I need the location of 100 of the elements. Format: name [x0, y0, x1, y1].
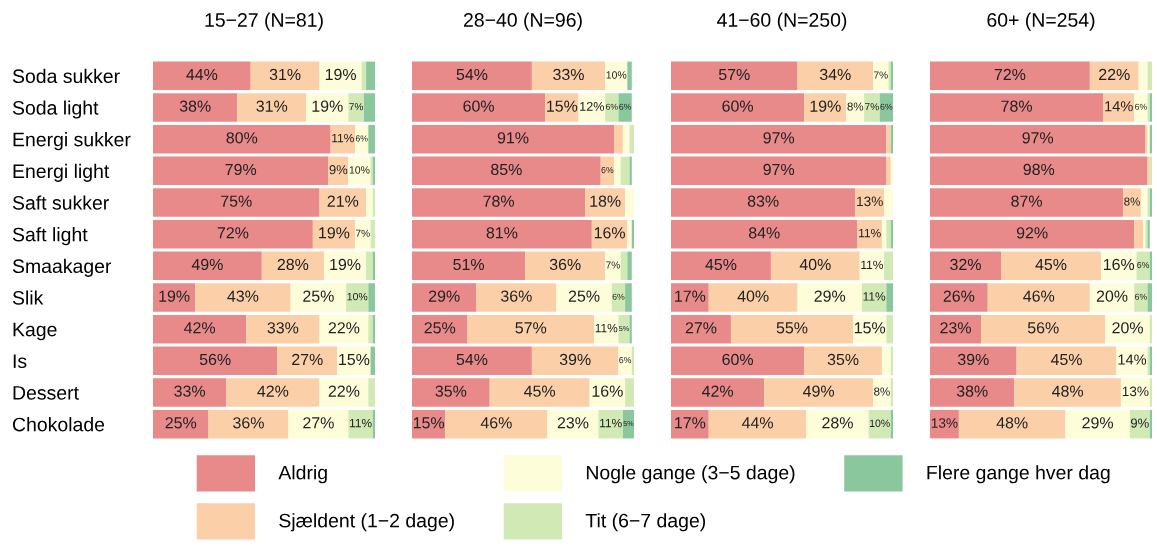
bar [671, 124, 887, 154]
data-label: 40% [799, 258, 831, 271]
bar [306, 93, 349, 122]
bar [547, 409, 599, 439]
bar [884, 251, 893, 281]
data-label: 10% [869, 419, 890, 427]
data-label: 10% [347, 292, 368, 301]
bar [671, 93, 805, 122]
data-label: 45% [705, 258, 737, 271]
bar [153, 156, 329, 186]
data-label: 83% [747, 195, 779, 207]
bar [627, 61, 632, 91]
bar [1149, 378, 1152, 407]
bar [412, 346, 532, 376]
bar [1134, 93, 1148, 122]
bar [290, 283, 347, 312]
bar [855, 188, 885, 217]
data-label: 40% [737, 290, 769, 302]
data-label: 91% [497, 132, 529, 144]
data-label: 43% [227, 290, 259, 302]
chart-title: 41−60 (N=250) [717, 12, 847, 31]
bar [625, 283, 632, 312]
bar [412, 219, 592, 249]
bar [708, 409, 807, 439]
bar [153, 251, 262, 281]
bar [1138, 61, 1148, 91]
bar [412, 124, 615, 154]
y-tick-label: Slik [12, 290, 44, 305]
data-label: 23% [557, 417, 589, 429]
data-label: 11% [859, 228, 881, 238]
data-label: 22% [328, 322, 360, 334]
bar [618, 93, 632, 122]
bar [319, 378, 369, 407]
bar [671, 314, 731, 344]
bar [412, 251, 526, 281]
data-label: 87% [1011, 195, 1042, 207]
bar [600, 156, 615, 186]
data-label: 27% [292, 353, 323, 366]
bar [1116, 346, 1148, 376]
bar [868, 409, 891, 439]
data-label: 92% [1016, 227, 1048, 239]
bar [627, 219, 632, 249]
bar [846, 93, 865, 122]
legend-label: Nogle gange (3−5 dage) [586, 465, 795, 484]
data-label: 78% [483, 195, 514, 207]
bar [208, 409, 289, 439]
data-label: 11% [600, 418, 622, 428]
bar [890, 378, 893, 407]
y-tick-label: Kage [13, 322, 57, 341]
bar [884, 188, 893, 217]
data-label: 16% [594, 227, 625, 239]
bar [250, 61, 320, 91]
bar [346, 283, 369, 312]
data-label: 39% [957, 353, 989, 366]
bar [545, 93, 579, 122]
data-label: 6% [880, 103, 893, 110]
bar [671, 156, 887, 186]
data-label: 29% [429, 290, 460, 302]
bar [598, 409, 623, 439]
data-label: 6% [1137, 262, 1150, 269]
bar [1134, 283, 1148, 312]
bar [372, 188, 375, 217]
bar [355, 219, 371, 249]
bar [671, 283, 709, 312]
data-label: 17% [675, 417, 706, 429]
data-label: 22% [1099, 68, 1130, 81]
bar [987, 283, 1090, 312]
data-label: 15% [854, 322, 886, 334]
data-label: 9% [329, 165, 348, 175]
bar [622, 409, 634, 439]
data-label: 31% [269, 68, 301, 81]
data-label: 7% [349, 103, 364, 111]
data-label: 84% [748, 227, 780, 239]
data-label: 7% [355, 229, 370, 237]
data-label: 60% [722, 100, 754, 112]
bar [764, 378, 874, 407]
data-label: 12% [580, 101, 605, 111]
data-label: 7% [873, 71, 888, 79]
bar [366, 188, 373, 217]
bar [930, 378, 1015, 407]
bar [930, 156, 1148, 186]
bar [467, 314, 595, 344]
data-label: 7% [606, 261, 620, 269]
data-label: 19% [319, 227, 350, 239]
data-label: 11% [332, 133, 354, 143]
y-tick-label: Is [13, 354, 27, 369]
data-label: 10% [349, 166, 370, 174]
data-label: 11% [349, 418, 372, 428]
data-label: 27% [685, 322, 717, 334]
data-label: 6% [601, 167, 614, 174]
data-label: 34% [819, 68, 851, 81]
bar [1014, 378, 1121, 407]
data-label: 46% [1023, 290, 1055, 302]
bar [319, 188, 367, 217]
data-label: 72% [994, 68, 1026, 81]
data-label: 6% [605, 103, 618, 110]
chart-title: 15−27 (N=81) [205, 12, 323, 31]
data-label: 48% [1052, 385, 1084, 397]
bar [368, 314, 373, 344]
bar [1089, 61, 1139, 91]
